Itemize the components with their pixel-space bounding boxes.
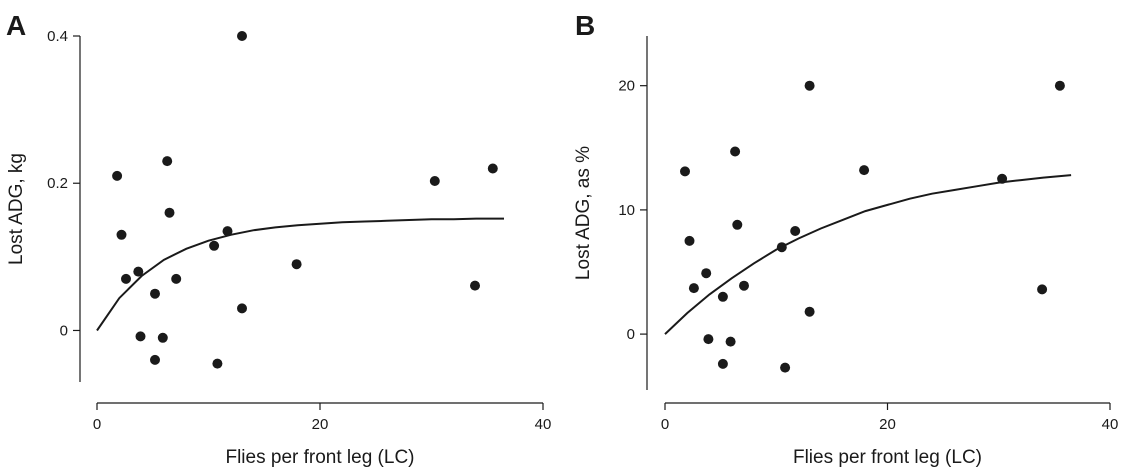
panel-a-fit-curve: [96, 217, 504, 332]
panel-b-data-point: [804, 306, 815, 317]
panel-a-x-tick-label: 40: [535, 416, 552, 433]
panel-a-letter: A: [6, 10, 26, 41]
panel-b-y-tick-label: 20: [618, 78, 635, 95]
panel-b-letter: B: [575, 10, 595, 41]
panel-b-data-point: [804, 80, 815, 91]
panel-a-y-tick-label: 0: [60, 322, 68, 339]
panel-a-data-point: [112, 170, 123, 181]
panel-b-data-point: [725, 336, 736, 347]
panel-a-data-point: [121, 273, 131, 284]
panel-b-data-point: [688, 283, 699, 294]
panel-a-data-point: [162, 156, 173, 167]
panel-b-data-point: [739, 280, 749, 291]
panel-b-x-tick-label: 0: [661, 416, 669, 433]
panel-a-data-point: [429, 176, 440, 186]
panel-b-y-tick-label: 0: [627, 326, 635, 343]
panel-a-y-tick-label: 0.2: [47, 175, 68, 192]
panel-b: B 0 20 40 0 10 20 Flies per front leg (LC) Lost…: [573, 10, 1118, 468]
panel-a-x-tick-label: 20: [312, 416, 329, 433]
panel-b-x-tick-label: 20: [879, 416, 896, 433]
panel-b-data-point: [684, 235, 695, 246]
panel-a-data-point: [135, 331, 146, 342]
panel-a-data-point: [164, 207, 175, 218]
panel-b-fit-curve: [664, 174, 1072, 335]
panel-a-data-point: [212, 358, 223, 369]
panel-b-data-point: [859, 165, 870, 176]
panel-b-data-point: [730, 146, 741, 157]
panel-b-data-point: [701, 268, 712, 279]
panel-a-data-point: [291, 259, 302, 270]
panel-b-data-point: [780, 362, 791, 373]
panel-b-data-point: [790, 226, 801, 236]
panel-a-data-point: [150, 288, 160, 299]
panel-b-data-point: [717, 358, 728, 369]
panel-a-data-point: [171, 273, 182, 284]
panel-a-data-point: [209, 240, 220, 251]
panel-b-data-point: [1054, 80, 1065, 91]
panel-a-data-point: [150, 354, 160, 365]
panel-a-data-point: [470, 280, 480, 291]
panel-a: A 0 20 40 0 0.2 0.4 Flies per front leg (LC) Lo…: [6, 10, 551, 468]
panel-b-x-axis-label: Flies per front leg (LC): [793, 447, 982, 468]
panel-a-y-axis-label: Lost ADG, kg: [6, 153, 27, 265]
panel-a-data-point: [237, 31, 247, 41]
panel-b-x-tick-label: 40: [1102, 416, 1119, 433]
panel-a-data-point: [222, 226, 233, 237]
panel-a-data-point: [237, 303, 247, 314]
panel-b-data-point: [1037, 284, 1048, 295]
panel-a-data-point: [133, 266, 144, 277]
panel-a-y-tick-label: 0.4: [47, 28, 68, 45]
panel-b-data-point: [680, 166, 690, 177]
panel-a-data-point: [157, 332, 168, 343]
panel-a-data-point: [116, 229, 127, 240]
panel-b-data-point: [717, 291, 728, 302]
panel-a-x-tick-label: 0: [93, 416, 101, 433]
panel-b-data-point: [703, 334, 714, 345]
panel-b-data-point: [732, 219, 743, 230]
panel-a-data-point: [487, 163, 498, 174]
panel-b-y-axis-label: Lost ADG, as %: [573, 146, 594, 280]
panel-b-y-tick-label: 10: [618, 202, 635, 219]
panel-a-x-axis-label: Flies per front leg (LC): [225, 447, 414, 468]
